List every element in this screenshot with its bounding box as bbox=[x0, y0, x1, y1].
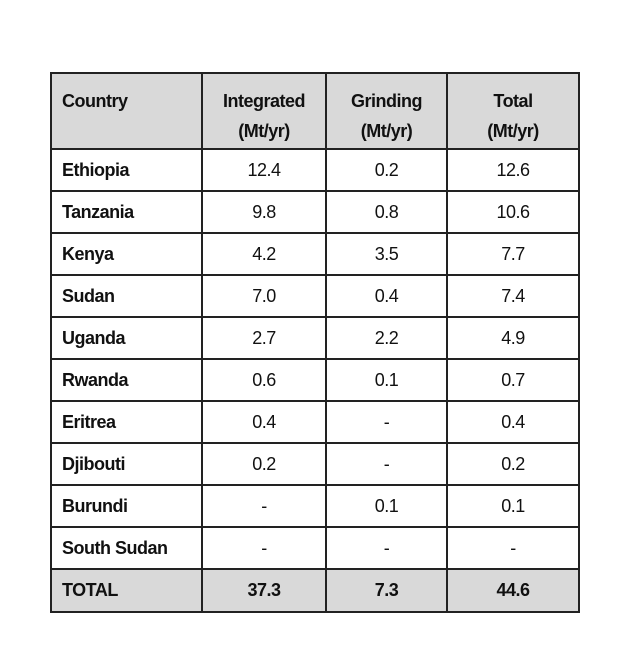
cell-grinding: 3.5 bbox=[325, 232, 448, 276]
cell-grinding: - bbox=[325, 400, 448, 444]
cell-grinding: 0.4 bbox=[325, 274, 448, 318]
cell-integrated: 7.0 bbox=[201, 274, 327, 318]
table-row: Burundi - 0.1 0.1 bbox=[50, 484, 580, 528]
header-row: Country Integrated (Mt/yr) Grinding (Mt/… bbox=[50, 72, 580, 150]
cell-grinding: 0.1 bbox=[325, 358, 448, 402]
cell-total: 0.4 bbox=[446, 400, 580, 444]
table-row: South Sudan - - - bbox=[50, 526, 580, 570]
total-label: TOTAL bbox=[50, 568, 203, 613]
table-body: Ethiopia 12.4 0.2 12.6 Tanzania 9.8 0.8 … bbox=[50, 148, 580, 570]
cell-grinding: 0.8 bbox=[325, 190, 448, 234]
total-row: TOTAL 37.3 7.3 44.6 bbox=[50, 568, 580, 613]
table-row: Sudan 7.0 0.4 7.4 bbox=[50, 274, 580, 318]
capacity-table: Country Integrated (Mt/yr) Grinding (Mt/… bbox=[50, 72, 580, 613]
cell-grinding: 0.1 bbox=[325, 484, 448, 528]
cell-integrated: 2.7 bbox=[201, 316, 327, 360]
cell-integrated: 9.8 bbox=[201, 190, 327, 234]
header-grinding: Grinding (Mt/yr) bbox=[325, 72, 448, 150]
cell-integrated: 0.6 bbox=[201, 358, 327, 402]
header-integrated-label: Integrated bbox=[222, 91, 306, 111]
cell-country: Rwanda bbox=[50, 358, 203, 402]
cell-integrated: - bbox=[201, 484, 327, 528]
cell-grinding: 2.2 bbox=[325, 316, 448, 360]
header-integrated-unit: (Mt/yr) bbox=[238, 121, 290, 141]
cell-grinding: - bbox=[325, 442, 448, 486]
cell-total: 10.6 bbox=[446, 190, 580, 234]
cell-country: Ethiopia bbox=[50, 148, 203, 192]
cell-total: 0.1 bbox=[446, 484, 580, 528]
table-header: Country Integrated (Mt/yr) Grinding (Mt/… bbox=[50, 72, 580, 150]
cell-total: 4.9 bbox=[446, 316, 580, 360]
cell-integrated: 0.2 bbox=[201, 442, 327, 486]
cell-grinding: - bbox=[325, 526, 448, 570]
total-integrated: 37.3 bbox=[201, 568, 327, 613]
cell-grinding: 0.2 bbox=[325, 148, 448, 192]
cell-country: Burundi bbox=[50, 484, 203, 528]
cell-total: 12.6 bbox=[446, 148, 580, 192]
table-row: Eritrea 0.4 - 0.4 bbox=[50, 400, 580, 444]
header-grinding-label: Grinding bbox=[351, 91, 423, 111]
cell-country: Djibouti bbox=[50, 442, 203, 486]
total-grinding: 7.3 bbox=[325, 568, 448, 613]
cell-total: - bbox=[446, 526, 580, 570]
header-country: Country bbox=[50, 72, 203, 150]
cell-integrated: - bbox=[201, 526, 327, 570]
cell-country: South Sudan bbox=[50, 526, 203, 570]
total-total: 44.6 bbox=[446, 568, 580, 613]
cell-total: 0.7 bbox=[446, 358, 580, 402]
table-row: Tanzania 9.8 0.8 10.6 bbox=[50, 190, 580, 234]
header-grinding-unit: (Mt/yr) bbox=[360, 121, 413, 141]
table-row: Ethiopia 12.4 0.2 12.6 bbox=[50, 148, 580, 192]
header-total-label: Total bbox=[493, 91, 533, 111]
table-row: Uganda 2.7 2.2 4.9 bbox=[50, 316, 580, 360]
cell-total: 7.7 bbox=[446, 232, 580, 276]
cell-country: Uganda bbox=[50, 316, 203, 360]
table-footer: TOTAL 37.3 7.3 44.6 bbox=[50, 568, 580, 613]
table-row: Djibouti 0.2 - 0.2 bbox=[50, 442, 580, 486]
cell-country: Eritrea bbox=[50, 400, 203, 444]
cell-integrated: 12.4 bbox=[201, 148, 327, 192]
cell-country: Sudan bbox=[50, 274, 203, 318]
header-total-unit: (Mt/yr) bbox=[487, 121, 539, 141]
cell-integrated: 4.2 bbox=[201, 232, 327, 276]
cell-integrated: 0.4 bbox=[201, 400, 327, 444]
cell-country: Kenya bbox=[50, 232, 203, 276]
cell-country: Tanzania bbox=[50, 190, 203, 234]
header-total: Total (Mt/yr) bbox=[446, 72, 580, 150]
cell-total: 0.2 bbox=[446, 442, 580, 486]
table-row: Kenya 4.2 3.5 7.7 bbox=[50, 232, 580, 276]
header-integrated: Integrated (Mt/yr) bbox=[201, 72, 327, 150]
cell-total: 7.4 bbox=[446, 274, 580, 318]
table-row: Rwanda 0.6 0.1 0.7 bbox=[50, 358, 580, 402]
